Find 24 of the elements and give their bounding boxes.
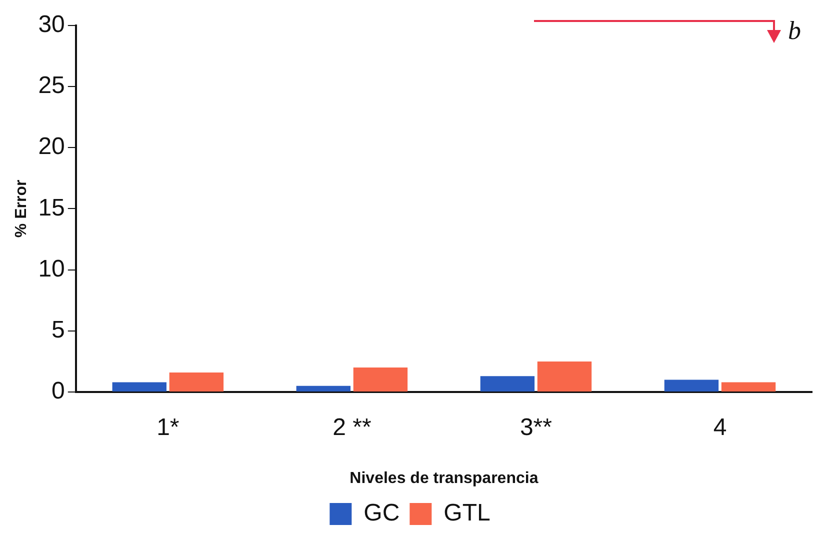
y-axis-title: % Error	[13, 180, 30, 238]
bar	[169, 372, 224, 392]
legend-label: GTL	[444, 500, 490, 527]
bar	[721, 382, 776, 392]
bar	[112, 382, 166, 392]
legend-label: GC	[364, 500, 400, 527]
y-tick-label: 15	[38, 194, 65, 222]
y-tick-label: 5	[52, 316, 65, 344]
x-tick-label: 2 **	[332, 414, 372, 442]
bar	[480, 376, 535, 392]
y-tick-label: 10	[38, 255, 65, 282]
bar	[296, 386, 351, 392]
x-tick-label: 1*	[156, 414, 180, 442]
y-tick-label: 30	[38, 11, 65, 38]
y-tick-label: 0	[52, 378, 65, 405]
bar	[353, 368, 408, 392]
y-tick-label: 25	[38, 72, 65, 100]
x-tick-label: 4	[713, 414, 727, 442]
bar	[664, 380, 719, 392]
annotation: b	[788, 16, 801, 45]
x-tick-label: 3**	[520, 414, 552, 442]
x-axis-title: Niveles de transparencia	[350, 470, 538, 487]
bar	[537, 361, 592, 392]
y-tick-label: 20	[38, 133, 65, 160]
